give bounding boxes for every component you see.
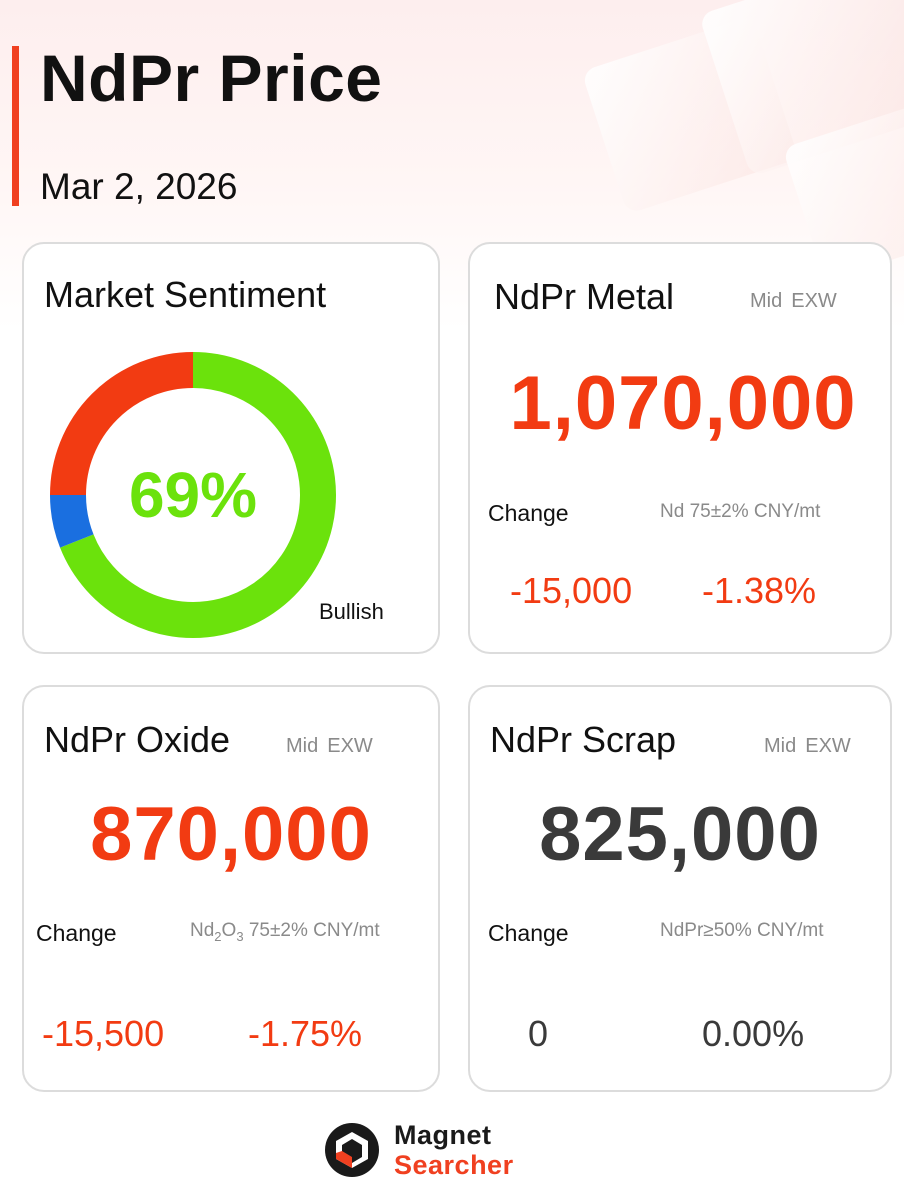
oxide-change-label: Change [36, 920, 117, 946]
donut-segment-neutral [50, 494, 94, 548]
scrap-title: NdPr Scrap [490, 719, 677, 760]
ndpr-metal-card: NdPr Metal Mid EXW 1,070,000 Change Nd 75… [468, 242, 892, 654]
ndpr-scrap-card: NdPr Scrap Mid EXW 825,000 Change NdPr≥50… [468, 685, 892, 1092]
scrap-change-pct: 0.00% [702, 1013, 805, 1054]
metal-exw: EXW [791, 290, 837, 312]
magnet-searcher-logo: Magnet Searcher [324, 1120, 544, 1182]
metal-change-abs: -15,000 [510, 570, 633, 611]
metal-title: NdPr Metal [494, 276, 675, 317]
oxide-title: NdPr Oxide [44, 719, 231, 760]
donut-segment-bullish [60, 352, 336, 638]
metal-change-pct: -1.38% [702, 570, 817, 611]
metal-meta: Mid EXW [750, 290, 837, 313]
scrap-mid: Mid [764, 735, 797, 757]
oxide-spec: Nd2O3 75±2% CNY/mt [190, 920, 380, 944]
logo-text-searcher: Searcher [394, 1150, 514, 1180]
metal-change-label: Change [488, 500, 569, 526]
oxide-change-abs: -15,500 [42, 1013, 165, 1054]
scrap-meta: Mid EXW [764, 735, 851, 758]
market-sentiment-card: Market Sentiment 69% Bullish [22, 242, 440, 654]
metal-mid: Mid [750, 290, 783, 312]
oxide-mid: Mid [286, 735, 319, 757]
scrap-spec: NdPr≥50% CNY/mt [660, 920, 824, 941]
title-accent-bar [12, 46, 19, 206]
sentiment-title: Market Sentiment [44, 274, 327, 315]
scrap-change-label: Change [488, 920, 569, 946]
sentiment-label: Bullish [319, 599, 384, 624]
logo-text-magnet: Magnet [394, 1120, 492, 1150]
oxide-meta: Mid EXW [286, 735, 373, 758]
metal-price: 1,070,000 [509, 361, 857, 446]
oxide-change-pct: -1.75% [248, 1013, 363, 1054]
magnet-searcher-logo-icon [325, 1123, 379, 1177]
scrap-change-abs: 0 [528, 1013, 549, 1054]
oxide-price: 870,000 [90, 792, 372, 877]
donut-svg [50, 352, 336, 638]
metal-spec: Nd 75±2% CNY/mt [660, 501, 821, 522]
sentiment-donut-chart: 69% [48, 350, 338, 640]
sentiment-percent: 69% [128, 459, 258, 531]
scrap-price: 825,000 [539, 792, 821, 877]
page-title: NdPr Price [40, 41, 383, 115]
ndpr-oxide-card: NdPr Oxide Mid EXW 870,000 Change Nd2O3 7… [22, 685, 440, 1092]
scrap-exw: EXW [805, 735, 851, 757]
page-date: Mar 2, 2026 [40, 166, 238, 207]
oxide-exw: EXW [327, 735, 373, 757]
donut-segment-bearish [50, 352, 194, 496]
